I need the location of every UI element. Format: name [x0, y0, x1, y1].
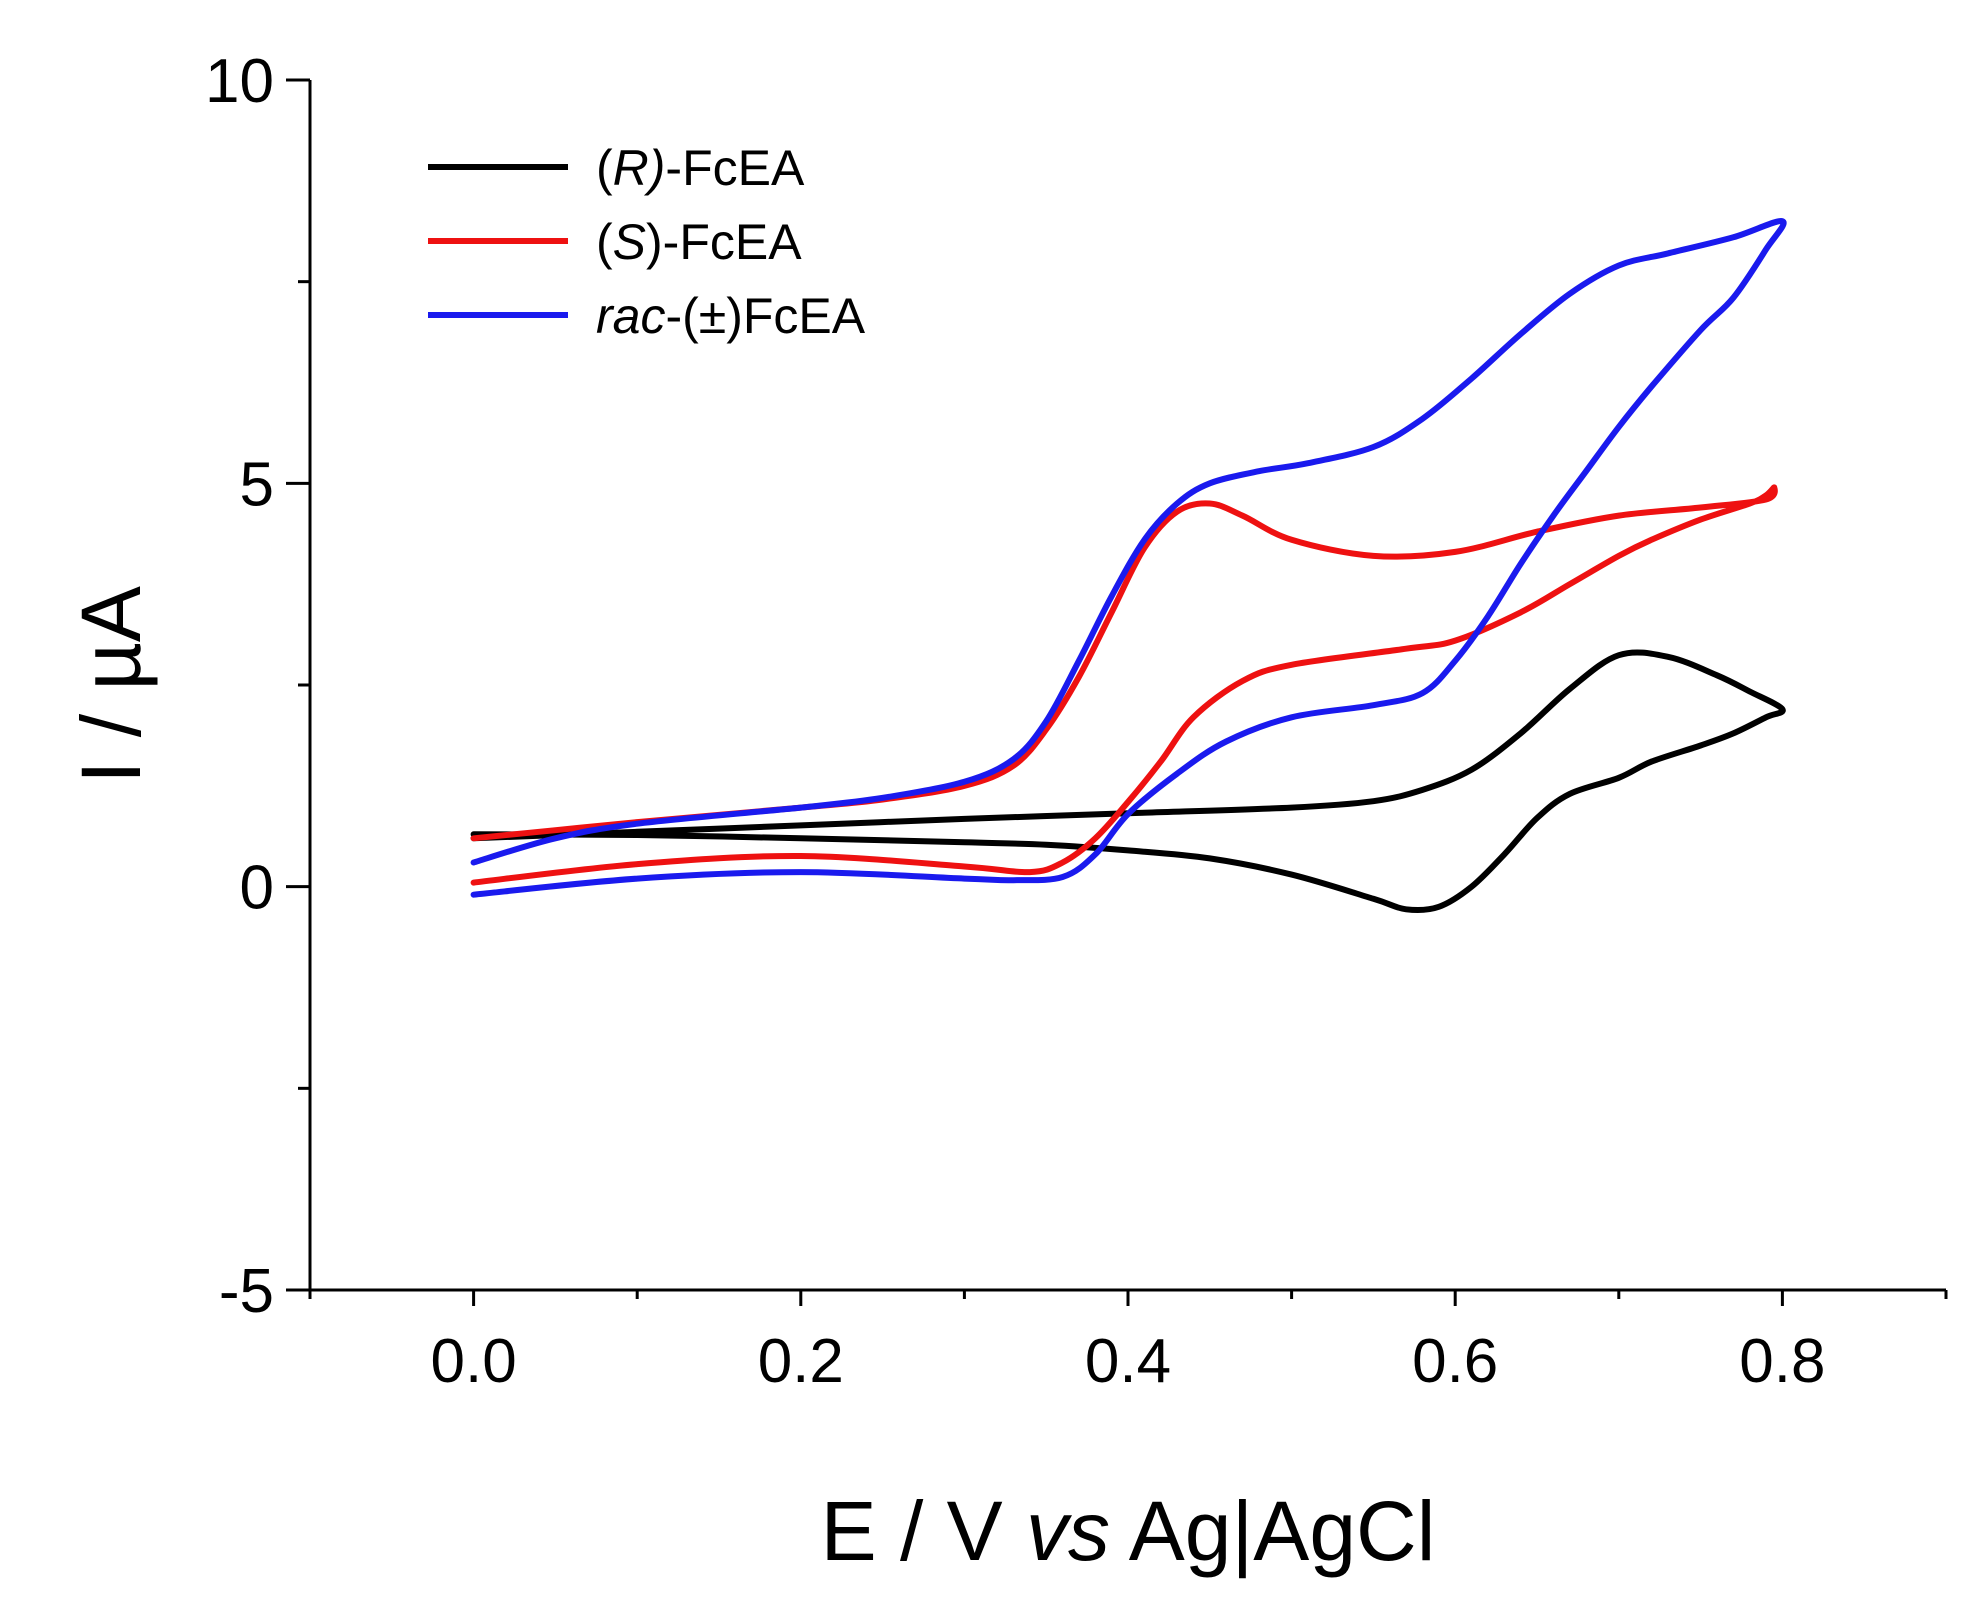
series-line-0 — [470, 649, 1786, 914]
y-axis-title: I / µA — [64, 586, 158, 784]
x-tick-label: 0.0 — [430, 1327, 516, 1396]
y-tick-label: 10 — [205, 47, 274, 116]
legend-label-2: rac-(±)FcEA — [596, 288, 866, 344]
legend: (R)-FcEA (S)-FcEA rac-(±)FcEA — [428, 140, 866, 344]
x-axis-title-post: Ag|AgCl — [1110, 1484, 1435, 1578]
series-line-2 — [470, 218, 1787, 898]
legend-label-0: (R)-FcEA — [596, 140, 805, 196]
legend-label-1: (S)-FcEA — [596, 214, 802, 270]
tick-labels: 0.0 0.2 0.4 0.6 0.8 -5 0 5 10 — [205, 47, 1825, 1396]
ticks — [286, 78, 1948, 1306]
x-tick-label: 0.6 — [1412, 1327, 1498, 1396]
axes — [308, 80, 1946, 1292]
x-axis-title: E / V vs Ag|AgCl — [821, 1484, 1436, 1578]
series-line-1 — [470, 484, 1778, 886]
y-tick-label: 0 — [240, 854, 274, 923]
x-axis-title-pre: E / V — [821, 1484, 1026, 1578]
x-tick-label: 0.2 — [758, 1327, 844, 1396]
series-layer — [470, 218, 1787, 914]
x-tick-label: 0.4 — [1085, 1327, 1171, 1396]
x-axis-title-italic: vs — [1026, 1484, 1110, 1578]
y-tick-label: 5 — [240, 450, 274, 519]
x-tick-label: 0.8 — [1739, 1327, 1825, 1396]
y-tick-label: -5 — [219, 1257, 274, 1326]
